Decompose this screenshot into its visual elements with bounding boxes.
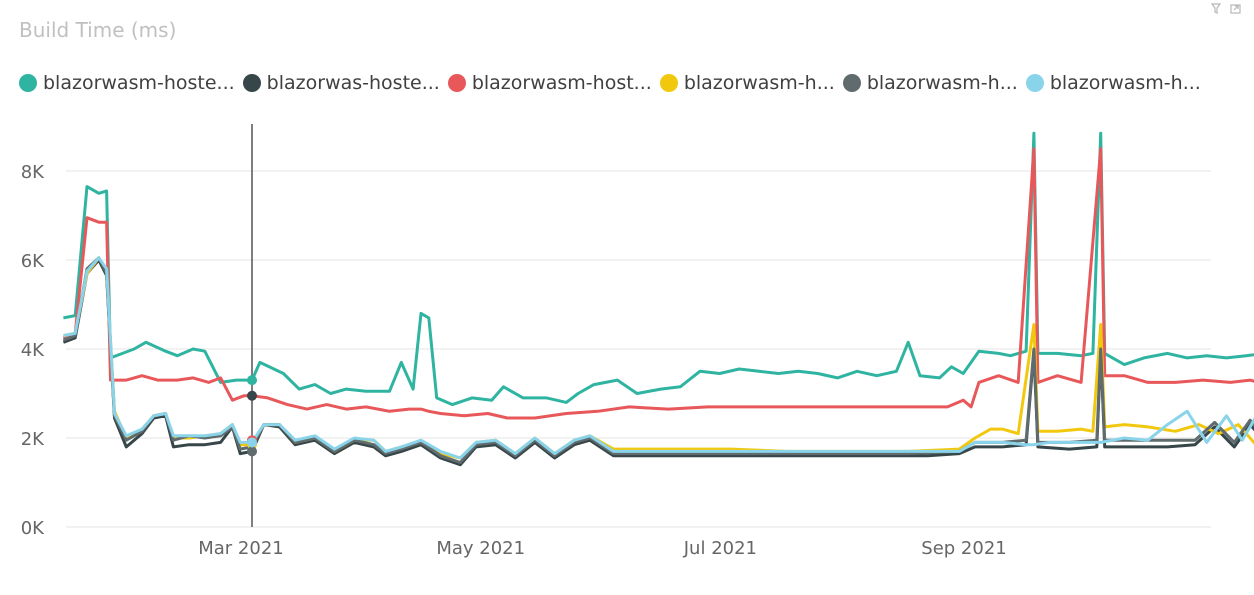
legend-item[interactable]: blazorwasm-h...	[659, 72, 835, 94]
legend: blazorwasm-hoste... blazorwas-hoste... bla…	[19, 70, 1209, 96]
y-tick-label: 0K	[21, 518, 45, 539]
x-tick-label: Jul 2021	[683, 538, 757, 559]
hover-point	[247, 446, 257, 457]
focus-mode-icon[interactable]	[1230, 4, 1241, 14]
legend-swatch	[447, 74, 466, 92]
legend-swatch	[842, 74, 861, 92]
chart-title: Build Time (ms)	[19, 18, 177, 42]
legend-label: blazorwas-hoste...	[266, 72, 440, 94]
legend-item[interactable]: blazorwasm-h...	[1025, 72, 1201, 94]
series-line[interactable]	[62, 127, 1254, 420]
x-tick-label: May 2021	[436, 538, 525, 559]
legend-swatch	[242, 74, 261, 92]
series-line[interactable]	[63, 256, 1254, 460]
y-tick-label: 2K	[21, 429, 45, 450]
legend-item[interactable]: blazorwas-hoste...	[242, 72, 440, 94]
legend-label: blazorwasm-h...	[1049, 72, 1201, 94]
legend-label: blazorwasm-host...	[471, 72, 652, 94]
legend-label: blazorwasm-h...	[683, 72, 835, 94]
y-tick-label: 8K	[21, 162, 45, 183]
x-axis-ticks: Mar 2021 May 2021 Jul 2021 Sep 2021	[198, 538, 1006, 559]
hover-points	[247, 375, 257, 457]
series-line[interactable]	[62, 258, 1254, 467]
legend-label: blazorwasm-hoste...	[43, 72, 235, 94]
filter-icon[interactable]	[1210, 3, 1222, 14]
legend-item[interactable]: blazorwasm-host...	[447, 72, 652, 94]
series-line[interactable]	[62, 256, 1254, 464]
legend-swatch	[19, 74, 37, 92]
series-lines[interactable]	[62, 127, 1254, 467]
series-line[interactable]	[63, 131, 1254, 407]
x-tick-label: Mar 2021	[198, 538, 284, 559]
visual-header-icons[interactable]	[1210, 0, 1244, 19]
x-tick-label: Sep 2021	[921, 538, 1006, 559]
legend-item[interactable]: blazorwasm-hoste...	[19, 72, 235, 94]
legend-item[interactable]: blazorwasm-h...	[842, 72, 1018, 94]
series-line[interactable]	[63, 256, 1254, 460]
legend-swatch	[1025, 74, 1044, 92]
hover-point	[247, 375, 257, 386]
y-tick-label: 4K	[21, 340, 45, 361]
y-tick-label: 6K	[21, 251, 45, 272]
legend-label: blazorwasm-h...	[866, 72, 1018, 94]
hover-point	[247, 437, 257, 448]
y-axis-ticks: 0K 2K 4K 6K 8K	[21, 162, 45, 539]
hover-point	[247, 390, 257, 401]
legend-swatch	[659, 74, 678, 92]
